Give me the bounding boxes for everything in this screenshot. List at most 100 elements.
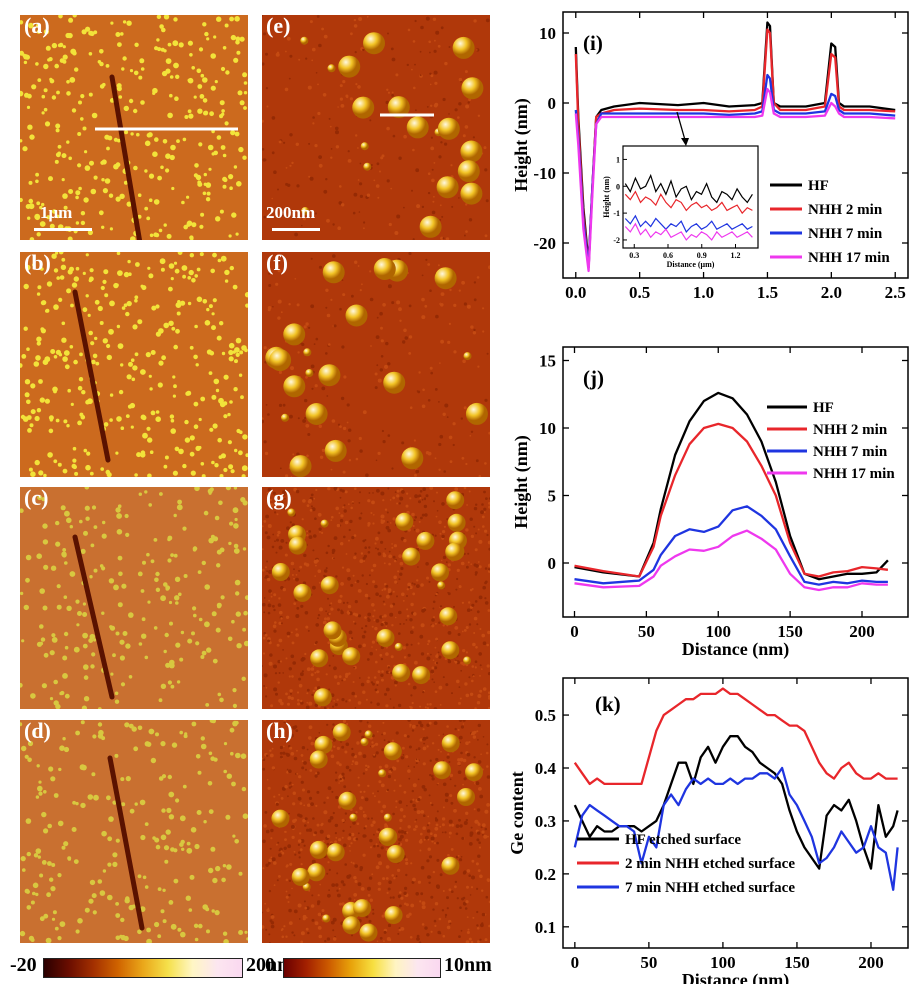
scale-bar [272,228,320,231]
x-tick-label: 200 [849,622,875,641]
colorbar-left [43,958,243,978]
legend-label: HF [813,400,834,416]
y-tick-label: 0.3 [535,812,556,831]
inset-y-axis-label: Height (nm) [602,176,611,218]
y-tick-label: 10 [539,24,556,43]
afm-panel-right-3: (g) [262,487,490,709]
scale-bar-label: 200nm [266,203,316,222]
series-line-hf-etched-surface [573,735,899,870]
plot-frame [562,346,909,618]
x-axis-label: Distance (nm) [682,970,789,984]
colorbar-left-min: -20 [10,954,37,976]
inset-y-tick-label: 0 [616,182,620,191]
trench-line [109,74,143,240]
legend-label: HF [808,178,829,194]
y-tick-label: 0 [548,554,557,573]
series-line-nhh-17-min [574,87,896,273]
x-tick-label: 2.5 [885,283,906,300]
legend-label: NHH 2 min [813,422,888,438]
y-tick-label: 0.1 [535,918,556,937]
inset-x-tick-label: 0.3 [629,251,639,260]
y-axis-label: Ge content [507,771,527,854]
series-line-hf [574,391,889,581]
plot-frame [562,11,909,279]
inset-arrow-head [681,138,689,146]
y-tick-label: -20 [533,234,556,253]
chart-panel-label: (j) [583,366,604,390]
afm-panel-left-3: (c) [20,487,248,709]
legend-label: NHH 17 min [813,466,895,482]
x-axis-label: Distance (nm) [682,639,789,660]
y-tick-label: 0.2 [535,865,556,884]
panel-label: (b) [24,252,51,275]
trench-line [72,289,111,463]
x-tick-label: 0.0 [565,283,586,300]
legend-label: 2 min NHH etched surface [625,856,795,872]
x-tick-label: 1.5 [757,283,778,300]
trench-line [72,534,115,700]
y-tick-label: -10 [533,164,556,183]
legend-label: NHH 7 min [813,444,888,460]
x-tick-label: 200 [858,953,884,972]
colorbar-right [283,958,441,978]
colorbar-right-max: 10nm [444,954,492,976]
inset-arrow [676,111,686,141]
inset-y-tick-label: -2 [613,236,620,245]
x-tick-label: 1.0 [693,283,714,300]
x-tick-label: 50 [640,953,657,972]
inset-x-tick-label: 1.2 [731,251,741,260]
legend-label: 7 min NHH etched surface [625,880,795,896]
inset-y-tick-label: -1 [613,209,620,218]
x-tick-label: 2.0 [821,283,842,300]
x-tick-label: 150 [777,622,803,641]
chart-panel-label: (i) [583,31,603,55]
x-tick-label: 100 [710,953,736,972]
afm-panel-left-1: (a) 1μm [20,15,248,240]
chart-k: 0 50 100 150 200 0.5 0.4 0.3 0.2 0.1 Ge content Dis… [507,677,909,984]
legend-label: HF etched surface [625,832,741,848]
legend-label: NHH 17 min [808,250,890,266]
inset-x-tick-label: 0.9 [697,251,707,260]
colorbar-left-max: 20nm [246,954,294,976]
panel-label: (e) [266,15,291,38]
y-tick-label: 15 [539,352,556,371]
y-tick-label: 5 [548,487,557,506]
series-line-7-min-nhh-etched-surface [573,766,899,891]
afm-panel-left-2: (b) [20,252,248,477]
panel-label: (c) [24,487,49,510]
y-tick-label: 0 [548,94,557,113]
series-line-2-min-nhh-etched-surface [573,687,898,786]
x-tick-label: 100 [706,622,732,641]
panel-label: (f) [266,252,288,275]
inset-x-tick-label: 0.6 [663,251,673,260]
legend-label: NHH 2 min [808,202,883,218]
plot-frame [562,677,909,949]
y-tick-label: 10 [539,419,556,438]
inset-series-line [624,173,753,204]
scale-bar-label: 1μm [40,203,73,222]
trench-line [107,755,145,931]
inset-series-line [624,190,753,215]
x-tick-label: 0 [571,953,580,972]
inset-y-tick-label: 1 [616,155,620,164]
x-tick-label: 50 [638,622,655,641]
x-tick-label: 0 [570,622,579,641]
x-tick-label: 150 [784,953,810,972]
y-tick-label: 0.4 [535,759,557,778]
colorbar-right-min: 0 [265,954,275,976]
inset-x-axis-label: Distance (μm) [667,260,715,269]
y-axis-label: Height (nm) [511,98,532,192]
chart-panel-label: (k) [595,692,621,716]
series-line-nhh-2-min [574,422,889,578]
x-tick-label: 0.5 [629,283,650,300]
afm-panel-right-1: (e) 200nm [262,15,490,240]
inset-series-line [624,222,753,241]
series-line-nhh-7-min [574,505,888,586]
panel-label: (a) [24,15,50,38]
scale-bar [34,228,92,231]
legend-label: NHH 7 min [808,226,883,242]
panel-label: (d) [24,720,51,743]
afm-panel-right-4: (h) [262,720,490,943]
